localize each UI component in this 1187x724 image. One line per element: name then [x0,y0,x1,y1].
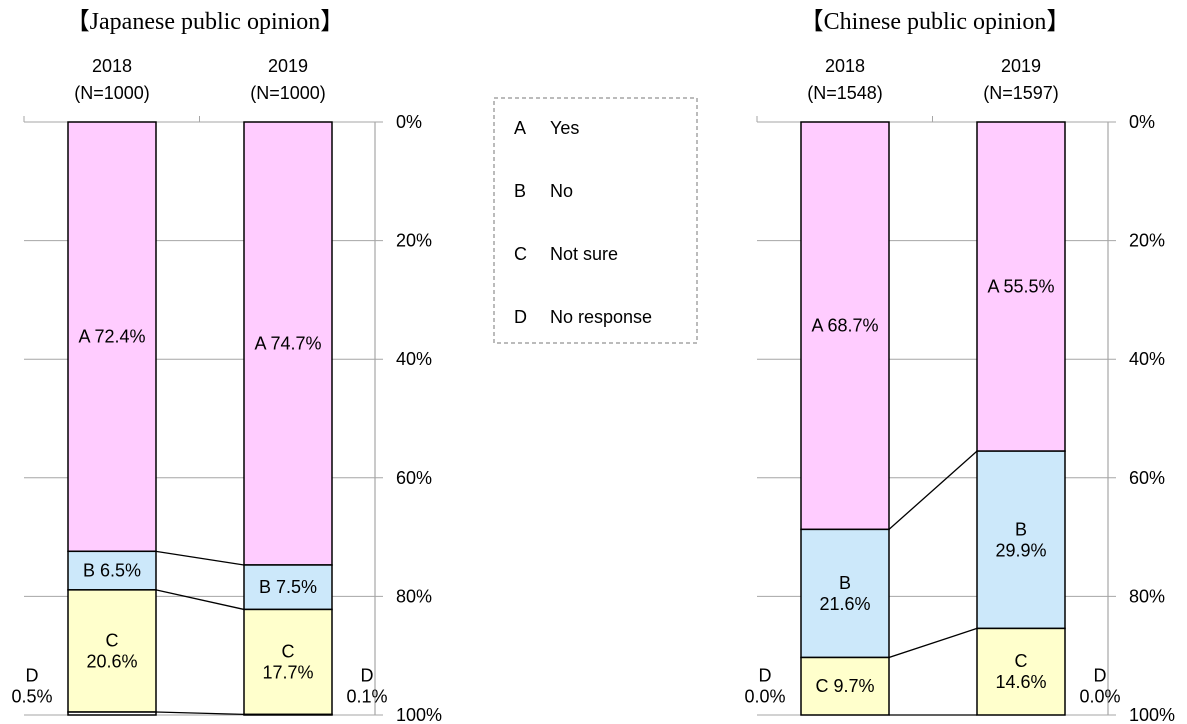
chinese-data-label-d: D 0.0% [744,666,785,707]
chinese-bar-n-label: (N=1597) [983,83,1059,103]
chinese-data-label-d: D 0.0% [1079,666,1120,707]
legend-label-yes: Yes [550,118,579,138]
chinese-tick-label: 20% [1129,231,1165,251]
japanese-tick-label: 0% [396,112,422,132]
japanese-data-label-d: D 0.5% [11,666,52,707]
chinese-bar-segment-c [800,656,890,716]
chinese-tick-label: 80% [1129,586,1165,606]
chinese-bar-n-label: (N=1548) [807,83,883,103]
japanese-data-label-b: B 6.5% [83,561,141,581]
japanese-data-label-d: D 0.1% [346,666,387,707]
japanese-tick-label: 60% [396,468,432,488]
japanese-chart-title: 【Japanese public opinion】 [66,9,345,35]
japanese-data-label-c: C 17.7% [262,641,313,682]
japanese-tick-label: 100% [396,705,442,724]
japanese-connector-line [155,589,245,611]
japanese-bar-segment-d [67,711,157,716]
legend-label-no: No [550,181,573,201]
chinese-tick-label: 40% [1129,349,1165,369]
chinese-bar-year-label: 2018 [825,56,865,76]
chinese-tick-label: 0% [1129,112,1155,132]
legend: A Yes B No C Not sure D No response [493,97,698,344]
japanese-bar-segment-d [243,713,333,716]
chinese-data-label-b: B 29.9% [995,519,1046,560]
chinese-bar-segment-a [800,121,890,531]
legend-key-c: C [514,244,527,264]
legend-box [493,97,698,344]
chinese-tick-label: 60% [1129,468,1165,488]
legend-key-d: D [514,307,527,327]
japanese-data-label-b: B 7.5% [259,577,317,597]
japanese-tick-label: 40% [396,349,432,369]
japanese-data-label-a: A 74.7% [254,333,321,353]
chinese-tick-label: 100% [1129,705,1175,724]
chinese-bar-segment-a [976,121,1066,452]
chinese-data-label-a: A 55.5% [987,277,1054,297]
chinese-connector-line [888,450,978,530]
chinese-bar-segment-b [976,450,1066,630]
japanese-tick-label: 20% [396,231,432,251]
japanese-tick-label: 80% [396,586,432,606]
chinese-bar-segment-c [976,627,1066,716]
japanese-bar-segment-a [243,121,333,566]
japanese-bar-n-label: (N=1000) [74,83,150,103]
chinese-bar-year-label: 2019 [1001,56,1041,76]
japanese-bar-segment-a [67,121,157,553]
chinese-connector-line [888,627,978,659]
legend-key-b: B [514,181,526,201]
japanese-bar-segment-c [67,589,157,713]
legend-key-a: A [514,118,526,138]
chinese-bar-segment-b [800,528,890,659]
chinese-chart: 0% 20% 40% 60% 80% 100% 2018 (N=1548) 2019 (N=159… [744,56,1175,724]
chinese-data-label-c: C 14.6% [995,651,1046,692]
japanese-data-label-a: A 72.4% [78,327,145,347]
japanese-bar-segment-b [67,550,157,591]
japanese-bar-year-label: 2018 [92,56,132,76]
japanese-data-label-c: C 20.6% [86,630,137,671]
japanese-bar-segment-b [243,564,333,611]
japanese-bar-n-label: (N=1000) [250,83,326,103]
japanese-bar-year-label: 2019 [268,56,308,76]
chinese-data-label-a: A 68.7% [811,316,878,336]
japanese-bar-segment-c [243,608,333,716]
japanese-connector-line [155,711,245,716]
legend-label-no-response: No response [550,307,652,327]
japanese-chart: 0% 20% 40% 60% 80% 100% 2018 (N=1000) 2019 (N=100… [11,56,442,724]
chinese-data-label-b: B 21.6% [819,573,870,614]
plots-layer: 0% 20% 40% 60% 80% 100% 2018 (N=1000) 2019 (N=100… [11,56,1175,724]
chinese-chart-title: 【Chinese public opinion】 [800,9,1071,35]
legend-label-not-sure: Not sure [550,244,618,264]
japanese-connector-line [155,550,245,566]
chinese-data-label-c: C 9.7% [815,676,874,696]
